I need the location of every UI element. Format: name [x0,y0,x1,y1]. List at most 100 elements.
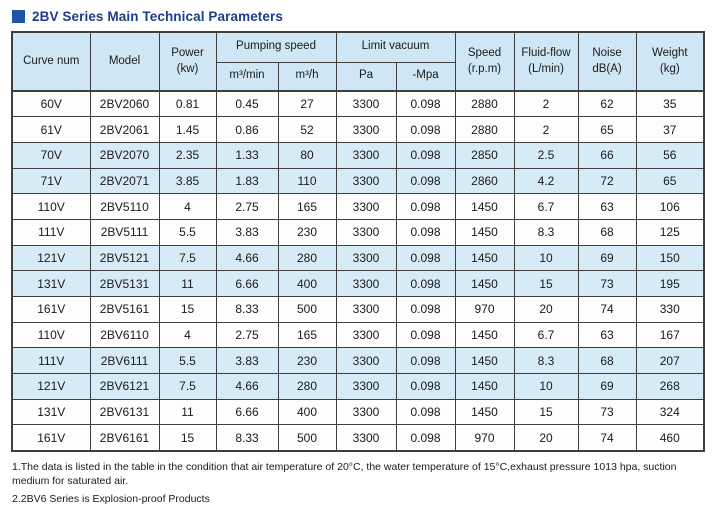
cell-model: 2BV2060 [89,90,160,118]
cell-noise: 63 [577,321,637,349]
col-header-power: Power (kw) [158,31,217,92]
table-row: 131V 2BV5131 11 6.66 400 3300 0.098 1450 15 73 195 [11,270,705,297]
cell-pumping-m3h: 280 [277,244,337,272]
col-header-m3min: m³/min [215,61,279,92]
col-header-model: Model [89,31,160,92]
weight-label-line2: (kg) [659,62,680,75]
cell-pumping-m3h: 27 [277,90,337,118]
cell-speed-rpm: 2880 [454,90,515,118]
table-header: Curve num Model Power (kw) Pumping speed… [11,31,705,92]
power-label-line1: Power [171,46,204,59]
cell-vacuum-mpa: 0.098 [395,321,456,349]
cell-curve-num: 71V [11,167,91,195]
cell-weight: 207 [635,347,705,375]
cell-curve-num: 131V [11,270,91,297]
cell-model: 2BV5121 [89,244,160,272]
cell-power-kw: 7.5 [158,373,217,400]
cell-noise: 68 [577,218,637,246]
cell-noise: 63 [577,193,637,220]
cell-power-kw: 3.85 [158,167,217,195]
page-title: 2BV Series Main Technical Parameters [32,8,283,24]
cell-pumping-m3min: 3.83 [215,218,279,246]
weight-label-line1: Weight [651,46,688,59]
footnote-2: 2.2BV6 Series is Explosion-proof Product… [12,493,210,505]
cell-pumping-m3h: 52 [277,116,337,143]
cell-power-kw: 2.35 [158,141,217,169]
cell-noise: 68 [577,347,637,375]
cell-curve-num: 121V [11,244,91,272]
cell-power-kw: 11 [158,398,217,426]
cell-speed-rpm: 1450 [454,218,515,246]
cell-weight: 56 [635,141,705,169]
cell-vacuum-mpa: 0.098 [395,373,456,400]
cell-pumping-m3min: 8.33 [215,424,279,452]
cell-power-kw: 15 [158,424,217,452]
cell-pumping-m3min: 0.45 [215,90,279,118]
cell-fluid-flow: 2.5 [513,141,579,169]
col-header-mpa: -Mpa [395,61,456,92]
cell-pumping-m3min: 4.66 [215,244,279,272]
cell-speed-rpm: 1450 [454,398,515,426]
cell-pumping-m3min: 8.33 [215,296,279,323]
table-body: 60V 2BV2060 0.81 0.45 27 3300 0.098 2880 2 62 35 61… [11,90,705,452]
cell-speed-rpm: 1450 [454,270,515,297]
cell-curve-num: 131V [11,398,91,426]
cell-pumping-m3h: 400 [277,270,337,297]
cell-pumping-m3h: 500 [277,296,337,323]
cell-vacuum-mpa: 0.098 [395,116,456,143]
cell-fluid-flow: 20 [513,424,579,452]
cell-noise: 73 [577,398,637,426]
cell-pumping-m3h: 165 [277,321,337,349]
col-header-pumping-speed: Pumping speed [215,31,337,63]
cell-noise: 65 [577,116,637,143]
cell-model: 2BV5110 [89,193,160,220]
cell-pumping-m3h: 110 [277,167,337,195]
cell-speed-rpm: 1450 [454,347,515,375]
cell-weight: 195 [635,270,705,297]
cell-noise: 74 [577,424,637,452]
cell-vacuum-pa: 3300 [335,244,397,272]
cell-pumping-m3h: 230 [277,218,337,246]
speed-label-line1: Speed [467,46,502,59]
cell-fluid-flow: 4.2 [513,167,579,195]
cell-weight: 125 [635,218,705,246]
cell-power-kw: 1.45 [158,116,217,143]
cell-model: 2BV6131 [89,398,160,426]
fluid-label-line1: Fluid-flow [521,46,571,59]
table-row: 131V 2BV6131 11 6.66 400 3300 0.098 1450 15 73 324 [11,398,705,426]
cell-model: 2BV6110 [89,321,160,349]
col-header-weight: Weight (kg) [635,31,705,92]
section-title-bar: 2BV Series Main Technical Parameters [12,8,708,24]
col-header-noise: Noise dB(A) [577,31,637,92]
cell-fluid-flow: 6.7 [513,193,579,220]
cell-vacuum-pa: 3300 [335,270,397,297]
noise-label-line1: Noise [592,46,622,59]
col-header-curve-num: Curve num [11,31,91,92]
cell-vacuum-pa: 3300 [335,347,397,375]
cell-speed-rpm: 1450 [454,244,515,272]
cell-weight: 65 [635,167,705,195]
cell-vacuum-pa: 3300 [335,90,397,118]
cell-curve-num: 161V [11,424,91,452]
cell-model: 2BV6111 [89,347,160,375]
cell-power-kw: 11 [158,270,217,297]
cell-weight: 324 [635,398,705,426]
cell-pumping-m3min: 0.86 [215,116,279,143]
cell-pumping-m3min: 3.83 [215,347,279,375]
cell-power-kw: 0.81 [158,90,217,118]
cell-speed-rpm: 2880 [454,116,515,143]
cell-pumping-m3h: 230 [277,347,337,375]
cell-pumping-m3min: 1.83 [215,167,279,195]
cell-vacuum-mpa: 0.098 [395,193,456,220]
cell-vacuum-mpa: 0.098 [395,296,456,323]
cell-fluid-flow: 2 [513,116,579,143]
cell-pumping-m3min: 6.66 [215,398,279,426]
cell-power-kw: 4 [158,321,217,349]
cell-vacuum-pa: 3300 [335,218,397,246]
table-row: 161V 2BV5161 15 8.33 500 3300 0.098 970 20 74 330 [11,296,705,323]
cell-curve-num: 110V [11,321,91,349]
cell-fluid-flow: 20 [513,296,579,323]
cell-pumping-m3min: 6.66 [215,270,279,297]
cell-noise: 74 [577,296,637,323]
cell-speed-rpm: 970 [454,424,515,452]
